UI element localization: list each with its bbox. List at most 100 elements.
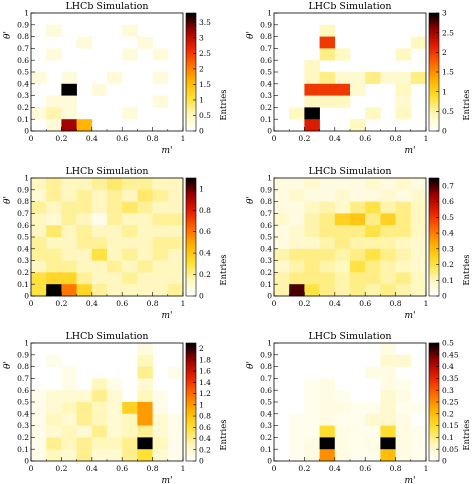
colorbar-segment xyxy=(429,358,439,362)
colorbar-segment xyxy=(429,421,439,425)
heatmap-cell xyxy=(350,413,366,426)
heatmap-cell xyxy=(410,201,427,214)
colorbar-segment xyxy=(186,42,196,45)
heatmap-cell xyxy=(61,237,77,250)
colorbar-segment xyxy=(186,405,196,409)
colorbar-segment xyxy=(186,244,196,248)
heatmap-cell xyxy=(31,72,47,85)
colorbar-label: Entries xyxy=(219,254,229,285)
colorbar-tick-label: 0.3 xyxy=(442,244,454,253)
colorbar-segment xyxy=(186,282,196,285)
heatmap-cell xyxy=(395,83,412,96)
colorbar-segment xyxy=(186,48,196,51)
colorbar-segment xyxy=(429,409,439,413)
heatmap-cell xyxy=(395,107,412,120)
colorbar-segment xyxy=(429,40,439,43)
heatmap-cell xyxy=(319,48,336,61)
heatmap-cell xyxy=(334,83,351,96)
colorbar-segment xyxy=(186,370,196,373)
colorbar-segment xyxy=(429,400,439,403)
heatmap-cell xyxy=(350,72,366,85)
colorbar-segment xyxy=(429,54,439,57)
colorbar-segment xyxy=(429,87,439,91)
colorbar-segment xyxy=(429,211,439,214)
heatmap-cell xyxy=(91,213,108,226)
heatmap-cell xyxy=(107,390,123,403)
heatmap-cell xyxy=(167,178,184,191)
heatmap-cell xyxy=(395,225,412,238)
heatmap-cell xyxy=(319,437,336,450)
colorbar-segment xyxy=(186,189,196,193)
heatmap-cell xyxy=(137,343,153,356)
heatmap-cell xyxy=(365,272,381,285)
colorbar-segment xyxy=(429,252,439,256)
heatmap-cell xyxy=(46,260,62,273)
heatmap-cell xyxy=(46,284,62,297)
heatmap-cell xyxy=(122,425,138,438)
heatmap-cell xyxy=(137,225,153,238)
colorbar-segment xyxy=(429,388,439,391)
colorbar-segment xyxy=(429,254,439,258)
heatmap-cell xyxy=(395,201,412,214)
heatmap-cell xyxy=(304,201,320,214)
colorbar-segment xyxy=(429,103,439,106)
heatmap-cell xyxy=(91,437,108,450)
colorbar-segment xyxy=(186,85,196,89)
x-tick-label: 0.8 xyxy=(147,134,159,143)
heatmap-cell xyxy=(380,390,396,403)
x-tick-label: 0.6 xyxy=(359,299,371,308)
y-tick-label: 0.4 xyxy=(260,244,272,253)
heatmap-cell xyxy=(46,402,62,415)
colorbar-segment xyxy=(429,113,439,116)
heatmap-cell xyxy=(46,354,62,367)
heatmap-cell xyxy=(91,413,108,426)
colorbar-segment xyxy=(429,58,439,61)
heatmap-cell xyxy=(137,260,153,273)
heatmap-cell xyxy=(319,260,336,273)
heatmap-panel-1: LHCb Simulation 0 0.2 0.4 0.6 0.8 1 0 0.1 0.2 0.3 0… xyxy=(3,1,229,156)
colorbar-segment xyxy=(186,231,196,234)
heatmap-cell xyxy=(76,449,93,462)
x-tick-label: 0.2 xyxy=(55,299,67,308)
heatmap-cell xyxy=(152,437,169,450)
colorbar-segment xyxy=(429,427,439,430)
colorbar-segment xyxy=(429,26,439,30)
colorbar-segment xyxy=(186,129,196,132)
colorbar-segment xyxy=(186,449,196,452)
colorbar-segment xyxy=(429,439,439,442)
colorbar-tick-label: 0.15 xyxy=(442,421,459,430)
x-tick-label: 1 xyxy=(181,464,186,473)
colorbar-segment xyxy=(186,447,196,450)
colorbar-segment xyxy=(186,18,196,22)
colorbar-segment xyxy=(186,421,196,425)
heatmap-cell xyxy=(91,284,108,297)
heatmap-cell xyxy=(122,24,138,37)
heatmap-cell xyxy=(46,437,62,450)
colorbar-segment xyxy=(429,83,439,87)
colorbar-segment xyxy=(186,402,196,405)
colorbar-segment xyxy=(186,56,196,59)
y-tick-label: 0.9 xyxy=(17,350,29,359)
y-tick-label: 0.6 xyxy=(17,221,29,230)
x-tick-label: 1 xyxy=(424,464,429,473)
heatmap-cell xyxy=(410,425,427,438)
colorbar-label: Entries xyxy=(462,89,472,120)
heatmap-cell xyxy=(304,413,320,426)
heatmap-cell xyxy=(76,425,93,438)
colorbar-segment xyxy=(186,274,196,277)
heatmap-cell xyxy=(410,248,427,261)
colorbar-segment xyxy=(186,246,196,250)
colorbar-segment xyxy=(186,54,196,57)
heatmap-cell xyxy=(365,425,381,438)
x-tick-label: 0.6 xyxy=(116,299,128,308)
colorbar-segment xyxy=(429,125,439,128)
y-tick-label: 0 xyxy=(267,292,272,301)
heatmap-cell xyxy=(46,189,62,202)
y-tick-label: 0.8 xyxy=(260,32,272,41)
x-tick-label: 0.8 xyxy=(390,134,402,143)
colorbar-segment xyxy=(186,40,196,43)
colorbar-segment xyxy=(186,350,196,354)
heatmap-cell xyxy=(31,201,47,214)
heatmap-cell xyxy=(137,390,153,403)
